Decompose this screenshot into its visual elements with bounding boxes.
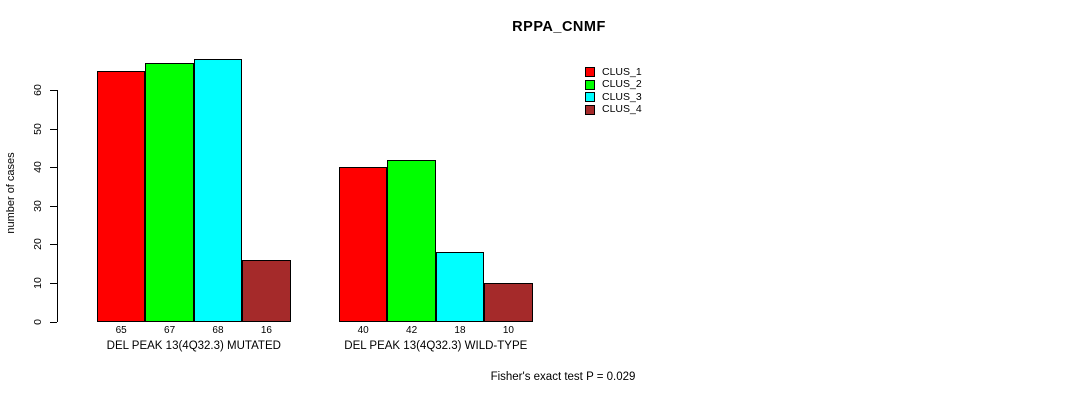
bar-value-label: 18: [454, 324, 466, 336]
legend-swatch: [585, 67, 595, 77]
bar-value-label: 68: [212, 324, 224, 336]
legend-item: CLUS_3: [585, 90, 642, 103]
y-axis-tick: [50, 205, 57, 207]
legend-swatch: [585, 92, 595, 102]
bar-value-label: 65: [115, 324, 127, 336]
bar-clus-4: [242, 259, 291, 323]
bar-clus-1: [97, 70, 146, 323]
legend-item: CLUS_4: [585, 104, 642, 115]
bar-clus-4: [484, 282, 533, 323]
y-axis-tick-label: 50: [32, 122, 44, 135]
bar-clus-3: [435, 252, 485, 323]
y-axis-tick: [50, 90, 57, 92]
footer-annotation: Fisher's exact test P = 0.029: [490, 371, 636, 383]
y-axis-tick: [50, 167, 57, 169]
legend-swatch: [585, 79, 595, 90]
y-axis-tick: [50, 128, 57, 130]
bar-value-label: 40: [357, 324, 369, 336]
y-axis-tick: [50, 282, 57, 284]
bar-clus-3: [193, 59, 243, 323]
chart-title: RPPA_CNMF: [512, 19, 606, 35]
bar-clus-2: [145, 63, 194, 323]
legend-swatch: [585, 104, 595, 115]
y-axis-tick-label: 0: [32, 318, 44, 325]
y-axis-label: number of cases: [5, 152, 17, 234]
y-axis-tick-label: 40: [32, 161, 44, 174]
y-axis-tick-label: 20: [32, 238, 44, 251]
legend-label: CLUS_3: [602, 90, 642, 103]
bar-value-label: 10: [502, 324, 514, 336]
x-category-label: DEL PEAK 13(4Q32.3) WILD-TYPE: [344, 340, 528, 352]
bar-clus-2: [387, 159, 436, 323]
legend-item: CLUS_1: [585, 65, 642, 78]
legend-item: CLUS_2: [585, 79, 642, 90]
bar-value-label: 67: [164, 324, 176, 336]
y-axis-tick: [50, 244, 57, 246]
y-axis-tick-label: 30: [32, 199, 44, 212]
legend-label: CLUS_2: [602, 78, 642, 90]
legend-label: CLUS_1: [602, 65, 642, 78]
bar-value-label: 42: [406, 324, 418, 336]
y-axis-tick: [50, 321, 57, 323]
y-axis-line: [57, 90, 58, 323]
x-category-label: DEL PEAK 13(4Q32.3) MUTATED: [106, 340, 281, 352]
y-axis-tick-label: 60: [32, 84, 44, 96]
bar-value-label: 16: [260, 324, 272, 336]
y-axis-tick-label: 10: [32, 277, 44, 289]
bar-clus-1: [339, 167, 388, 323]
legend-label: CLUS_4: [602, 103, 642, 115]
